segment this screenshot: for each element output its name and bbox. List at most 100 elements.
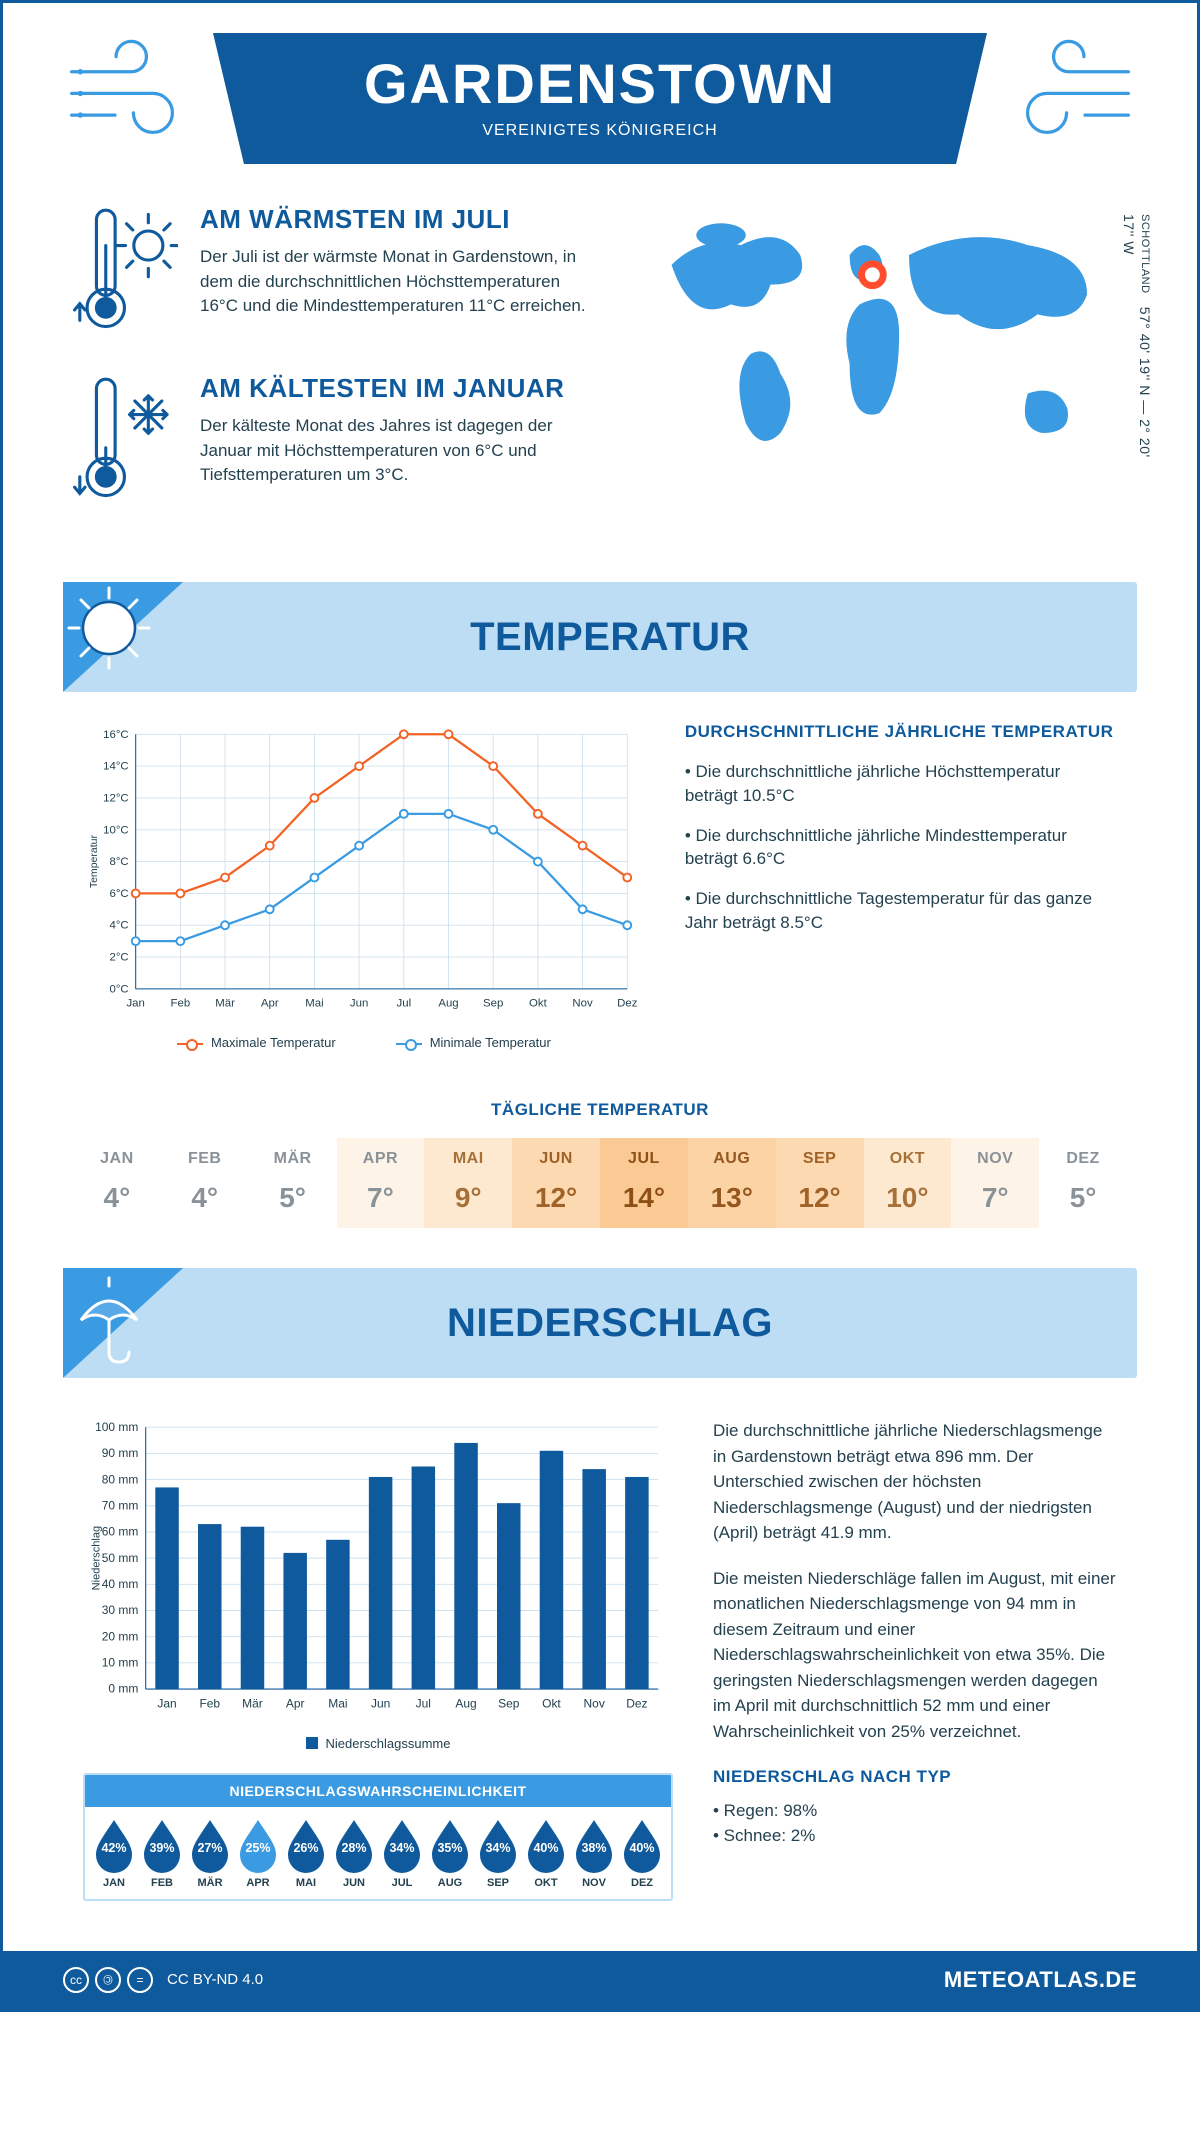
precip-prob-drop: 34%SEP	[475, 1817, 521, 1889]
daily-temp-cell: JAN4°	[73, 1138, 161, 1228]
svg-text:Jun: Jun	[371, 1697, 390, 1711]
svg-text:Mai: Mai	[305, 997, 323, 1009]
svg-text:Okt: Okt	[529, 997, 548, 1009]
temp-summary-item: Die durchschnittliche Tagestemperatur fü…	[685, 887, 1117, 935]
svg-text:Aug: Aug	[455, 1697, 476, 1711]
precip-prob-drop: 25%APR	[235, 1817, 281, 1889]
precip-text-1: Die durchschnittliche jährliche Niedersc…	[713, 1418, 1117, 1546]
svg-text:10 mm: 10 mm	[102, 1656, 139, 1670]
daily-temp-cell: MAI9°	[424, 1138, 512, 1228]
svg-text:40 mm: 40 mm	[102, 1577, 139, 1591]
daily-temp-cell: FEB4°	[161, 1138, 249, 1228]
precip-probability-strip: NIEDERSCHLAGSWAHRSCHEINLICHKEIT 42%JAN39…	[83, 1773, 673, 1901]
svg-text:10°C: 10°C	[103, 824, 128, 836]
temp-summary-item: Die durchschnittliche jährliche Mindestt…	[685, 824, 1117, 872]
world-map	[632, 204, 1127, 484]
daily-temp-cell: SEP12°	[776, 1138, 864, 1228]
svg-text:Jul: Jul	[416, 1697, 431, 1711]
svg-text:0 mm: 0 mm	[108, 1682, 138, 1696]
precip-prob-drop: 40%OKT	[523, 1817, 569, 1889]
daily-temp-cell: OKT10°	[864, 1138, 952, 1228]
temperature-line-chart: 0°C2°C4°C6°C8°C10°C12°C14°C16°CJanFebMär…	[83, 722, 645, 1020]
svg-text:60 mm: 60 mm	[102, 1525, 139, 1539]
svg-text:Sep: Sep	[498, 1697, 520, 1711]
section-title: TEMPERATUR	[183, 615, 1137, 660]
svg-text:16°C: 16°C	[103, 729, 128, 741]
precip-type-item: • Regen: 98%	[713, 1798, 1117, 1824]
precip-prob-drop: 42%JAN	[91, 1817, 137, 1889]
precip-prob-drop: 28%JUN	[331, 1817, 377, 1889]
svg-text:Mär: Mär	[242, 1697, 263, 1711]
precip-legend: Niederschlagssumme	[83, 1736, 673, 1751]
daily-temp-table: JAN4°FEB4°MÄR5°APR7°MAI9°JUN12°JUL14°AUG…	[73, 1138, 1127, 1228]
fact-cold-title: AM KÄLTESTEN IM JANUAR	[200, 373, 592, 404]
precip-text-2: Die meisten Niederschläge fallen im Augu…	[713, 1566, 1117, 1745]
svg-text:12°C: 12°C	[103, 792, 128, 804]
fact-warm-text: Der Juli ist der wärmste Monat in Garden…	[200, 245, 592, 319]
svg-text:Feb: Feb	[171, 997, 191, 1009]
fact-cold-text: Der kälteste Monat des Jahres ist dagege…	[200, 414, 592, 488]
temp-summary-title: DURCHSCHNITTLICHE JÄHRLICHE TEMPERATUR	[685, 722, 1117, 742]
svg-text:8°C: 8°C	[109, 856, 128, 868]
location-marker	[862, 264, 884, 286]
temp-summary-list: Die durchschnittliche jährliche Höchstte…	[685, 760, 1117, 935]
daily-temp-cell: NOV7°	[951, 1138, 1039, 1228]
precip-prob-drop: 35%AUG	[427, 1817, 473, 1889]
cc-icon: cc🄯=	[63, 1967, 153, 1993]
daily-temp-title: TÄGLICHE TEMPERATUR	[3, 1100, 1197, 1120]
footer: cc🄯= CC BY-ND 4.0 METEOATLAS.DE	[3, 1951, 1197, 2009]
svg-text:Jan: Jan	[126, 997, 144, 1009]
fact-coldest: AM KÄLTESTEN IM JANUAR Der kälteste Mona…	[73, 373, 592, 508]
page-subtitle: VEREINIGTES KÖNIGREICH	[233, 122, 967, 140]
svg-text:0°C: 0°C	[109, 983, 128, 995]
svg-text:6°C: 6°C	[109, 888, 128, 900]
svg-text:Aug: Aug	[438, 997, 458, 1009]
svg-text:Nov: Nov	[584, 1697, 605, 1711]
svg-text:Mai: Mai	[328, 1697, 347, 1711]
svg-text:Niederschlag: Niederschlag	[91, 1526, 103, 1590]
page-title: GARDENSTOWN	[233, 51, 967, 116]
sun-icon	[63, 582, 183, 692]
daily-temp-cell: JUN12°	[512, 1138, 600, 1228]
license-label: CC BY-ND 4.0	[167, 1971, 263, 1988]
fact-warmest: AM WÄRMSTEN IM JULI Der Juli ist der wär…	[73, 204, 592, 339]
daily-temp-cell: DEZ5°	[1039, 1138, 1127, 1228]
umbrella-icon	[63, 1268, 183, 1378]
svg-text:Jan: Jan	[157, 1697, 176, 1711]
temperature-legend: Maximale Temperatur Minimale Temperatur	[83, 1035, 645, 1050]
svg-text:100 mm: 100 mm	[95, 1420, 138, 1434]
svg-text:Mär: Mär	[215, 997, 235, 1009]
temp-summary-item: Die durchschnittliche jährliche Höchstte…	[685, 760, 1117, 808]
precip-type-list: • Regen: 98%• Schnee: 2%	[713, 1798, 1117, 1849]
precip-prob-drop: 38%NOV	[571, 1817, 617, 1889]
svg-text:Nov: Nov	[572, 997, 593, 1009]
svg-text:Jun: Jun	[350, 997, 368, 1009]
svg-text:80 mm: 80 mm	[102, 1473, 139, 1487]
svg-text:Temperatur: Temperatur	[88, 834, 100, 888]
daily-temp-cell: AUG13°	[688, 1138, 776, 1228]
svg-text:Jul: Jul	[397, 997, 412, 1009]
wind-icon	[63, 33, 193, 143]
svg-text:Apr: Apr	[261, 997, 279, 1009]
precip-prob-drop: 40%DEZ	[619, 1817, 665, 1889]
svg-text:90 mm: 90 mm	[102, 1447, 139, 1461]
svg-text:Feb: Feb	[199, 1697, 220, 1711]
svg-text:30 mm: 30 mm	[102, 1604, 139, 1618]
svg-text:Sep: Sep	[483, 997, 503, 1009]
svg-text:Apr: Apr	[286, 1697, 305, 1711]
precip-type-title: NIEDERSCHLAG NACH TYP	[713, 1764, 1117, 1790]
svg-text:50 mm: 50 mm	[102, 1551, 139, 1565]
precipitation-bar-chart: 0 mm10 mm20 mm30 mm40 mm50 mm60 mm70 mm8…	[83, 1418, 673, 1722]
section-precip-banner: NIEDERSCHLAG	[63, 1268, 1137, 1378]
site-label: METEOATLAS.DE	[944, 1967, 1137, 1993]
daily-temp-cell: MÄR5°	[249, 1138, 337, 1228]
fact-warm-title: AM WÄRMSTEN IM JULI	[200, 204, 592, 235]
svg-text:Dez: Dez	[626, 1697, 647, 1711]
svg-text:70 mm: 70 mm	[102, 1499, 139, 1513]
precip-prob-drop: 26%MAI	[283, 1817, 329, 1889]
svg-text:Okt: Okt	[542, 1697, 561, 1711]
coordinates-label: SCHOTTLAND 57° 40' 19'' N — 2° 20' 17'' …	[1121, 214, 1153, 474]
svg-text:Dez: Dez	[617, 997, 638, 1009]
precip-prob-drop: 34%JUL	[379, 1817, 425, 1889]
thermometer-snow-icon	[73, 373, 178, 508]
